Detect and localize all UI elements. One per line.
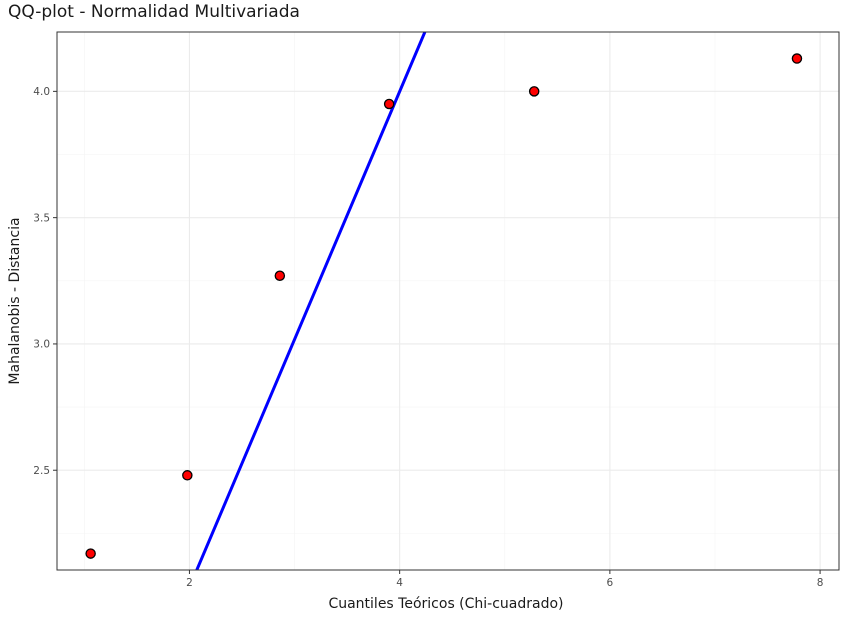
y-tick-label: 2.5	[33, 465, 50, 477]
data-point	[85, 548, 96, 559]
data-point	[383, 98, 395, 110]
data-point	[791, 53, 803, 64]
reference-line	[195, 32, 427, 570]
plot-panel: 2 4 6 8 2.5 3.0 3.5 4.0	[33, 31, 840, 589]
panel-border	[56, 31, 840, 571]
x-tick-label: 2	[186, 577, 193, 589]
x-axis-title: Cuantiles Teóricos (Chi-cuadrado)	[328, 596, 563, 612]
x-tick-label: 8	[817, 577, 824, 589]
y-tick-label: 3.0	[33, 339, 50, 351]
data-point	[182, 470, 193, 481]
x-tick-label: 4	[396, 577, 403, 589]
panel-background	[57, 32, 839, 570]
y-tick-label: 3.5	[33, 212, 50, 224]
data-point	[274, 270, 286, 281]
y-tick-label: 4.0	[33, 86, 50, 98]
x-tick-label: 6	[607, 577, 614, 589]
chart-title: QQ-plot - Normalidad Multivariada	[8, 2, 300, 22]
data-point	[528, 86, 540, 97]
y-axis-title: Mahalanobis - Distancia	[7, 217, 23, 384]
